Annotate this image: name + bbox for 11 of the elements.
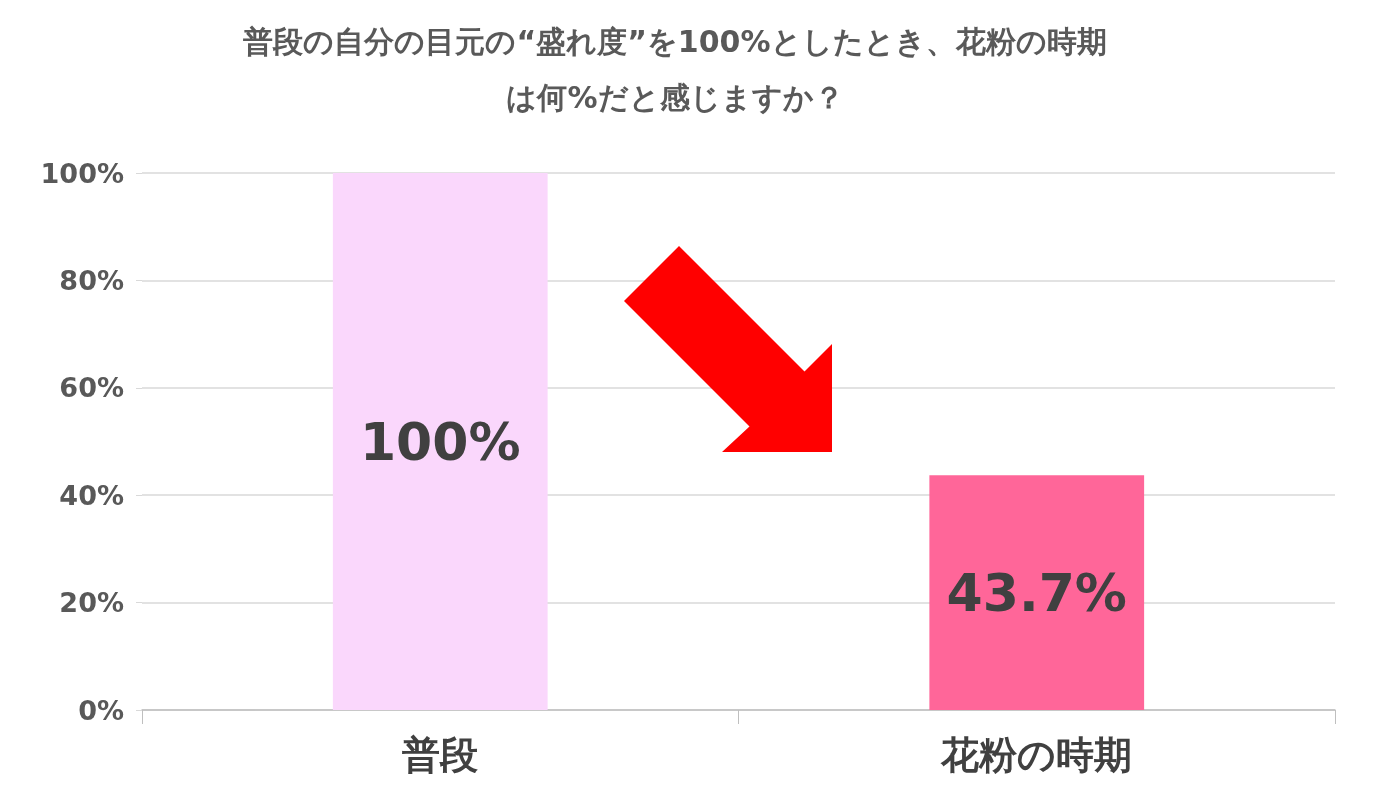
x-tick-label: 普段: [402, 733, 479, 777]
y-tick-label: 40%: [59, 479, 124, 511]
y-tick-label: 80%: [59, 264, 124, 296]
chart-title: 普段の自分の目元の“盛れ度”を100%としたとき、花粉の時期は何%だと感じますか？: [243, 23, 1107, 115]
data-label: 100%: [359, 411, 521, 472]
y-tick-label: 0%: [78, 694, 124, 726]
y-tick-label: 60%: [59, 372, 124, 404]
y-tick-label: 100%: [40, 157, 124, 189]
y-tick-label: 20%: [59, 587, 124, 619]
x-tick-label: 花粉の時期: [940, 733, 1133, 777]
data-label: 43.7%: [946, 562, 1127, 623]
